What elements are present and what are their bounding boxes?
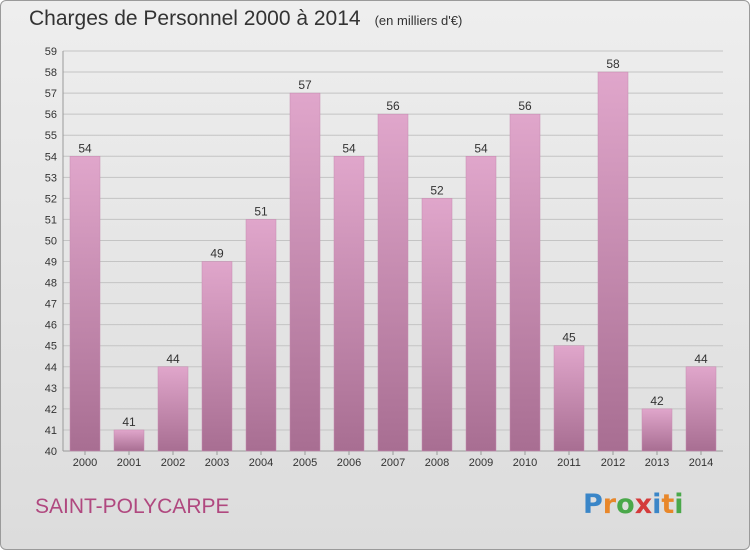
x-tick-label: 2009 [469,457,493,469]
data-label: 45 [562,331,576,345]
bar [245,219,277,452]
x-tick-label: 2003 [205,457,229,469]
y-tick-label: 43 [45,383,57,395]
logo-letter: t [661,489,675,520]
bar [157,366,189,452]
x-tick-label: 2010 [513,457,537,469]
data-label: 54 [78,141,92,155]
data-label: 54 [342,141,356,155]
data-label: 41 [122,415,136,429]
y-tick-label: 42 [45,404,57,416]
bar [597,71,629,452]
y-tick-label: 45 [45,341,57,353]
bar [509,113,541,452]
bar [201,261,233,452]
data-label: 56 [386,99,400,113]
y-tick-label: 50 [45,235,57,247]
y-tick-label: 48 [45,278,57,290]
bar [113,429,145,452]
y-tick-label: 52 [45,193,57,205]
logo-letter: P [583,489,603,520]
x-tick-label: 2002 [161,457,185,469]
x-tick-label: 2011 [557,457,581,469]
data-label: 42 [650,394,664,408]
bar [465,156,497,452]
logo-letter: i [674,489,684,520]
y-tick-label: 51 [45,214,57,226]
bar [641,408,673,452]
bar [685,366,717,452]
x-tick-label: 2013 [645,457,669,469]
bars [69,71,717,452]
data-label: 58 [606,57,620,71]
x-tick-label: 2000 [73,457,97,469]
data-label: 49 [210,247,224,261]
x-tick-label: 2014 [689,457,713,469]
logo-letter: o [616,489,635,520]
x-tick-label: 2004 [249,457,273,469]
bar [377,113,409,452]
y-tick-label: 49 [45,257,57,269]
bar [69,156,101,452]
data-label: 52 [430,183,444,197]
x-tick-label: 2006 [337,457,361,469]
chart-unit: (en milliers d'€) [374,13,463,28]
x-axis-ticks: 2000 2001 2002 2003 2004 2005 2006 2007 2008 2009… [73,451,713,469]
y-tick-label: 46 [45,320,57,332]
logo-letter: i [652,489,662,520]
y-tick-label: 56 [45,109,57,121]
y-tick-label: 58 [45,67,57,79]
data-label: 54 [474,141,488,155]
data-label: 44 [166,352,180,366]
y-tick-label: 55 [45,130,57,142]
y-tick-label: 54 [45,151,57,163]
x-tick-label: 2005 [293,457,317,469]
bar [333,156,365,452]
data-label: 44 [694,352,708,366]
proxiti-logo: Proxiti [583,489,684,520]
commune-name: SAINT-POLYCARPE [35,495,230,518]
y-tick-label: 53 [45,172,57,184]
x-tick-label: 2001 [117,457,141,469]
bar [421,198,453,452]
logo-letter: r [602,489,617,520]
data-label: 56 [518,99,532,113]
y-tick-label: 57 [45,88,57,100]
bar [289,92,321,452]
y-tick-label: 59 [45,46,57,58]
x-tick-label: 2008 [425,457,449,469]
x-tick-label: 2007 [381,457,405,469]
y-tick-label: 47 [45,299,57,311]
chart-title-text: Charges de Personnel 2000 à 2014 [29,7,361,30]
y-tick-label: 41 [45,425,57,437]
x-tick-label: 2012 [601,457,625,469]
data-label: 57 [298,78,312,92]
data-label: 51 [254,204,268,218]
bar [553,345,585,452]
y-axis-ticks: 40 41 42 43 44 45 46 47 48 49 50 51 52 53 54 55 56 57 58 59 [45,46,57,458]
data-labels: 54 41 44 49 51 57 54 56 52 54 56 45 58 42 44 [78,57,708,429]
logo-letter: x [634,489,653,520]
y-tick-label: 40 [45,446,57,458]
chart-title: Charges de Personnel 2000 à 2014 (en mill… [29,7,462,31]
y-tick-label: 44 [45,362,57,374]
